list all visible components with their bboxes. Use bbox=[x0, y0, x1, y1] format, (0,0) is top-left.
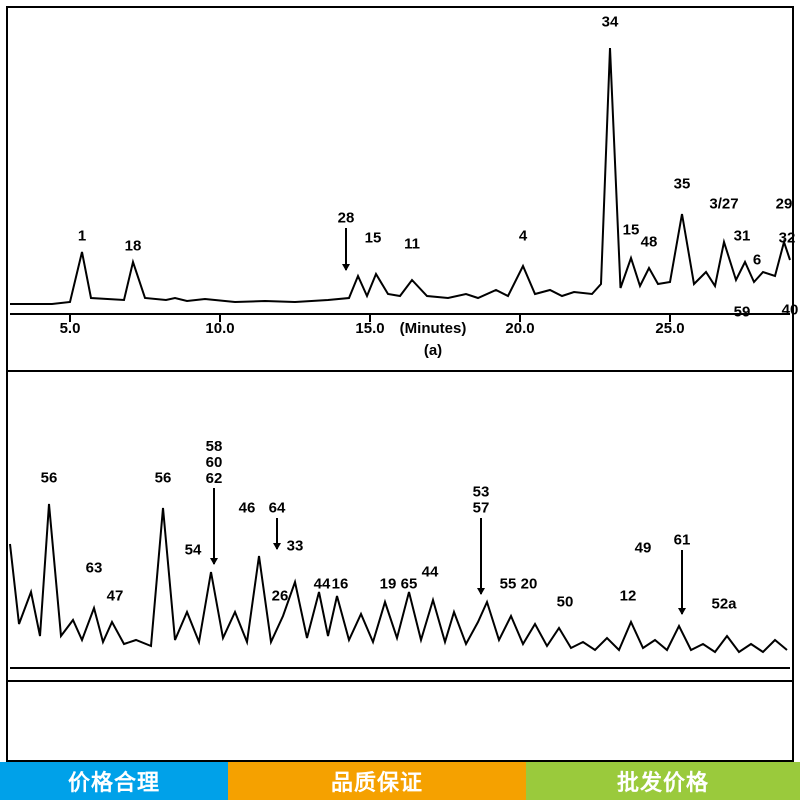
peak-label: 49 bbox=[635, 540, 652, 556]
label-arrow bbox=[681, 550, 683, 614]
banner-text-1: 价格合理 bbox=[68, 765, 160, 797]
peak-label: 55 bbox=[500, 576, 517, 592]
peak-label: 61 bbox=[674, 532, 691, 548]
label-arrow bbox=[480, 518, 482, 594]
peak-label: 63 bbox=[86, 560, 103, 576]
bottom-axis-line bbox=[8, 680, 792, 682]
banner-text-3: 批发价格 bbox=[617, 765, 709, 797]
peak-label: 16 bbox=[332, 576, 349, 592]
peak-label: 65 bbox=[401, 576, 418, 592]
label-arrow bbox=[276, 518, 278, 549]
peak-label: 5357 bbox=[473, 485, 490, 517]
peak-label: 44 bbox=[422, 564, 439, 580]
label-arrow bbox=[213, 488, 215, 564]
peak-label: 64 bbox=[269, 500, 286, 516]
peak-label: 586062 bbox=[206, 439, 223, 486]
peak-label: 52a bbox=[711, 596, 736, 612]
banner-seg-3: 批发价格 bbox=[526, 762, 800, 800]
banner-seg-2: 品质保证 bbox=[228, 762, 526, 800]
peak-label: 50 bbox=[557, 594, 574, 610]
banner-text-2: 品质保证 bbox=[331, 765, 423, 797]
peak-label: 26 bbox=[272, 588, 289, 604]
peak-label: 19 bbox=[380, 576, 397, 592]
peak-label: 46 bbox=[239, 500, 256, 516]
banner-seg-1: 价格合理 bbox=[0, 762, 228, 800]
peak-label: 20 bbox=[521, 576, 538, 592]
peak-label: 47 bbox=[107, 588, 124, 604]
peak-label: 33 bbox=[287, 538, 304, 554]
peak-label: 54 bbox=[185, 542, 202, 558]
panel-divider bbox=[8, 370, 792, 372]
peak-label: 44 bbox=[314, 576, 331, 592]
peak-label: 56 bbox=[41, 470, 58, 486]
trace bbox=[10, 504, 787, 652]
peak-label: 56 bbox=[155, 470, 172, 486]
promo-banner: 价格合理 品质保证 批发价格 bbox=[0, 762, 800, 800]
peak-label: 12 bbox=[620, 588, 637, 604]
